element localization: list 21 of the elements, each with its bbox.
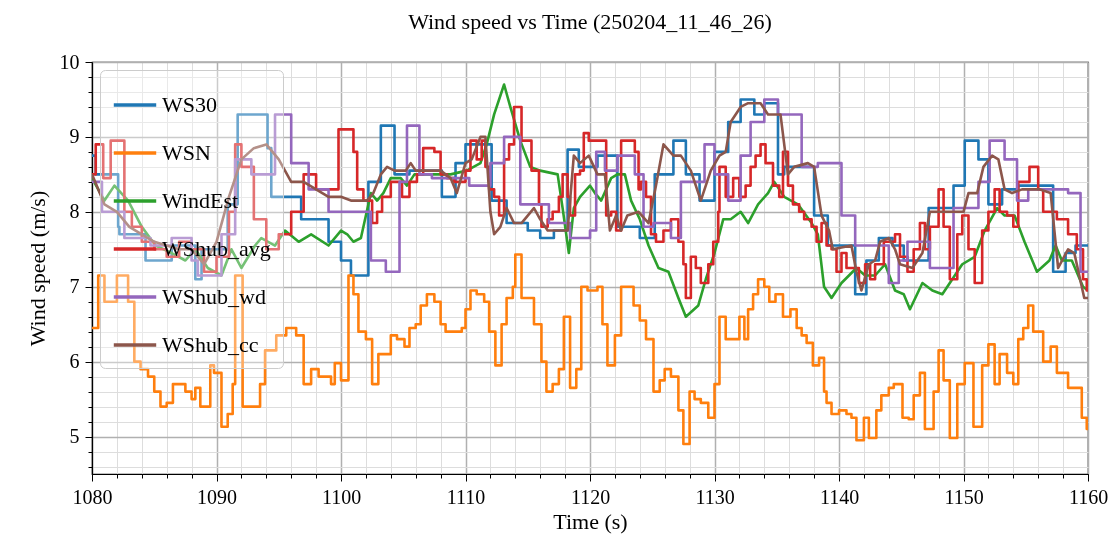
x-axis-title: Time (s) (553, 508, 628, 534)
legend-label: WSN (162, 140, 211, 165)
y-tick-label: 7 (69, 275, 80, 298)
x-tick-label: 1150 (944, 485, 984, 508)
y-tick-label: 8 (69, 200, 80, 223)
x-tick-label: 1130 (695, 485, 735, 508)
y-axis-title: Wind speed (m/s) (24, 190, 50, 347)
x-tick-label: 1120 (570, 485, 611, 508)
x-tick-label: 1080 (72, 485, 113, 508)
legend-label: WShub_avg (162, 236, 271, 261)
x-tick-label: 1160 (1068, 485, 1109, 508)
x-tick-label: 1110 (446, 485, 486, 508)
x-tick-label: 1140 (819, 485, 860, 508)
x-tick-label: 1100 (321, 485, 362, 508)
x-tick-label: 1090 (197, 485, 237, 508)
chart-title: Wind speed vs Time (250204_11_46_26) (408, 9, 772, 34)
y-tick-label: 5 (69, 425, 80, 448)
y-tick-label: 9 (69, 125, 80, 148)
y-tick-label: 6 (69, 350, 80, 373)
y-tick-label: 10 (59, 50, 80, 73)
legend-label: WS30 (162, 92, 217, 117)
